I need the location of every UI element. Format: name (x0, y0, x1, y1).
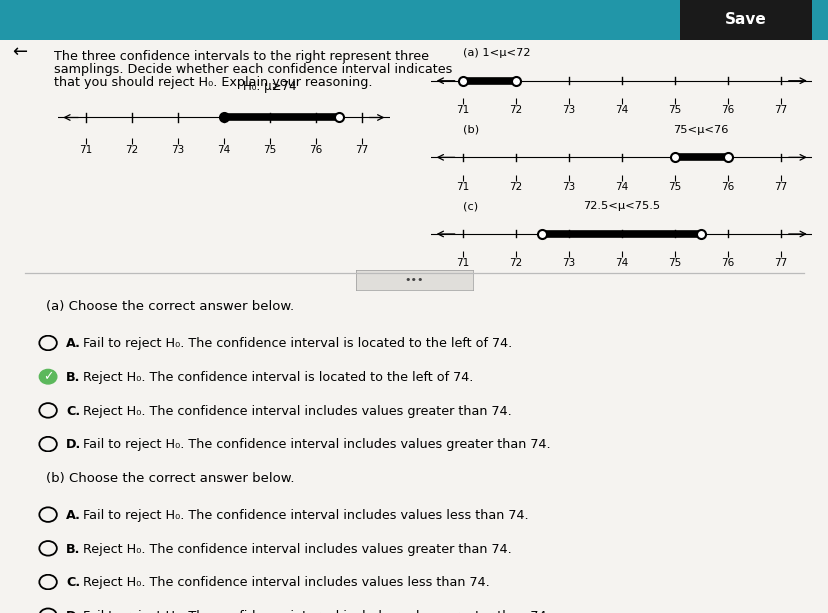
Text: B.: B. (66, 543, 80, 555)
Text: •••: ••• (404, 275, 424, 285)
Text: 72.5<μ<75.5: 72.5<μ<75.5 (582, 201, 660, 211)
Text: Fail to reject H₀. The confidence interval includes values less than 74.: Fail to reject H₀. The confidence interv… (83, 509, 528, 522)
Text: H₀: μ≥74: H₀: μ≥74 (243, 80, 296, 93)
Text: Fail to reject H₀. The confidence interval includes values greater than 74.: Fail to reject H₀. The confidence interv… (83, 610, 550, 613)
Text: D.: D. (66, 438, 81, 451)
Text: that you should reject H₀. Explain your reasoning.: that you should reject H₀. Explain your … (54, 76, 372, 89)
Text: C.: C. (66, 405, 80, 417)
Text: C.: C. (66, 576, 80, 589)
Text: A.: A. (66, 337, 81, 350)
Text: Reject H₀. The confidence interval is located to the left of 74.: Reject H₀. The confidence interval is lo… (83, 371, 473, 384)
Text: Reject H₀. The confidence interval includes values greater than 74.: Reject H₀. The confidence interval inclu… (83, 543, 511, 555)
Text: Fail to reject H₀. The confidence interval includes values greater than 74.: Fail to reject H₀. The confidence interv… (83, 438, 550, 451)
Text: Reject H₀. The confidence interval includes values greater than 74.: Reject H₀. The confidence interval inclu… (83, 405, 511, 417)
Text: A.: A. (66, 509, 81, 522)
Text: (b): (b) (462, 124, 479, 134)
Text: samplings. Decide whether each confidence interval indicates: samplings. Decide whether each confidenc… (54, 63, 452, 76)
Text: D.: D. (66, 610, 81, 613)
Text: B.: B. (66, 371, 80, 384)
Text: (b) Choose the correct answer below.: (b) Choose the correct answer below. (46, 472, 294, 485)
Text: (a) 1<μ<72: (a) 1<μ<72 (462, 48, 530, 58)
Text: Save: Save (724, 12, 766, 28)
Text: ←: ← (12, 43, 27, 61)
Text: Reject H₀. The confidence interval includes values less than 74.: Reject H₀. The confidence interval inclu… (83, 576, 489, 589)
Text: The three confidence intervals to the right represent three: The three confidence intervals to the ri… (54, 50, 428, 63)
Text: ✓: ✓ (43, 370, 53, 383)
Text: Fail to reject H₀. The confidence interval is located to the left of 74.: Fail to reject H₀. The confidence interv… (83, 337, 512, 350)
Circle shape (39, 370, 57, 384)
Text: (c): (c) (462, 201, 478, 211)
Text: 75<μ<76: 75<μ<76 (672, 124, 728, 134)
Text: (a) Choose the correct answer below.: (a) Choose the correct answer below. (46, 300, 293, 313)
